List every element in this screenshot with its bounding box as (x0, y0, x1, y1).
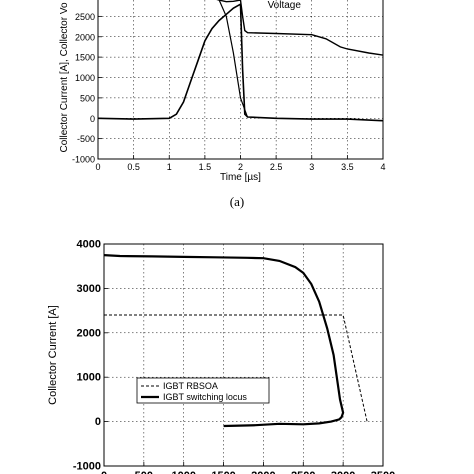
y-tick-label: 1000 (77, 372, 101, 384)
x-tick-label: 3000 (331, 470, 355, 474)
x-tick-label: 3500 (371, 470, 395, 474)
x-tick-label: 2.5 (270, 162, 283, 172)
y-tick-label: 4000 (77, 239, 101, 251)
x-tick-label: 4 (380, 162, 385, 172)
x-tick-label: 1 (167, 162, 172, 172)
series-line-voltage (216, 0, 383, 56)
series-line-igbt-rbsoa (104, 314, 368, 422)
x-tick-label: 3 (309, 162, 314, 172)
y-tick-label: 0 (95, 416, 101, 428)
voltage-annotation: Voltage (268, 0, 302, 11)
y-tick-label: -1000 (72, 155, 95, 165)
x-tick-label: 3.5 (341, 162, 354, 172)
x-tick-label: 1.5 (199, 162, 212, 172)
legend-box (136, 377, 270, 404)
y-tick-label: 3000 (75, 0, 95, 2)
x-tick-label: 2 (238, 162, 243, 172)
series-line-current-turn-off-fall- (218, 0, 249, 118)
y-tick-label: 3000 (77, 283, 101, 295)
chart-b: 0500100015002000250030003500-10000100020… (47, 239, 395, 474)
x-tick-label: 500 (135, 470, 153, 474)
legend-label-rbsoa: IGBT RBSOA (163, 381, 218, 391)
legend-label-locus: IGBT switching locus (163, 392, 247, 402)
x-tick-label: 0 (95, 162, 100, 172)
x-tick-label: 1000 (171, 470, 195, 474)
y-tick-label: -500 (77, 134, 95, 144)
x-tick-label: 2500 (291, 470, 315, 474)
series-line-current (98, 2, 383, 122)
y-tick-label: 500 (80, 93, 95, 103)
chart-a: 0 0.5 1 1.5 2 2.5 3 3.5 4 -1000 -500 0 500 1000 1500 20… (59, 0, 386, 183)
y-axis-label: Collector Current [A] (47, 305, 59, 405)
series-line-igbt-switching-locus (104, 254, 345, 428)
y-tick-label: 2000 (75, 32, 95, 42)
caption-a: (a) (230, 194, 244, 209)
x-axis-label: Time [µs] (220, 172, 261, 183)
x-tick-label: 1500 (211, 470, 235, 474)
y-tick-label: -1000 (73, 461, 101, 473)
y-tick-label: 1000 (75, 73, 95, 83)
plot-frame (103, 243, 384, 467)
y-tick-label: 0 (90, 114, 95, 124)
plot-area (98, 0, 383, 122)
x-tick-label: 2000 (251, 470, 275, 474)
x-tick-label: 0.5 (127, 162, 140, 172)
y-tick-label: 1500 (75, 53, 95, 63)
y-axis-label: Collector Current [A], Collector Vo (59, 2, 70, 152)
plot-area (104, 254, 368, 428)
x-tick-label: 0 (101, 470, 107, 474)
y-tick-label: 2500 (75, 12, 95, 22)
y-tick-label: 2000 (77, 327, 101, 339)
